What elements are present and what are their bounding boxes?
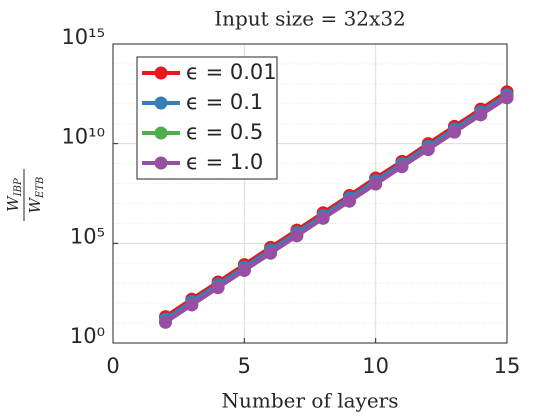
marker <box>316 211 330 225</box>
y-label-num: WIBP <box>4 178 24 212</box>
y-label-part: W <box>26 196 44 213</box>
chart-title: Input size = 32x32 <box>214 7 406 31</box>
x-tick-label: 0 <box>106 354 119 378</box>
marker <box>500 91 514 105</box>
legend-marker <box>154 66 168 80</box>
marker <box>185 298 199 312</box>
x-tick-label: 15 <box>494 354 521 378</box>
marker <box>159 315 173 329</box>
y-label-part: W <box>4 195 22 212</box>
legend-label: ϵ = 0.01 <box>186 60 277 84</box>
axes-box <box>112 43 508 344</box>
marker <box>211 281 225 295</box>
y-axis-label: WIBP WETB <box>4 169 46 221</box>
marker <box>395 160 409 174</box>
y-label-part: ETB <box>35 177 46 199</box>
marker <box>421 142 435 156</box>
y-label-part: IBP <box>13 178 24 197</box>
marker <box>447 125 461 139</box>
x-axis-label: Number of layers <box>222 389 399 413</box>
y-tick-label: 10¹⁰ <box>61 125 105 149</box>
marker <box>342 194 356 208</box>
legend-marker <box>154 156 168 170</box>
legend-label: ϵ = 0.1 <box>186 90 263 114</box>
legend-marker <box>154 96 168 110</box>
x-tick-label: 10 <box>362 354 389 378</box>
legend-marker <box>154 126 168 140</box>
marker <box>237 263 251 277</box>
marker <box>474 108 488 122</box>
legend-label: ϵ = 0.5 <box>186 120 263 144</box>
marker <box>369 177 383 191</box>
x-tick-label: 5 <box>238 354 251 378</box>
y-tick-label: 10⁰ <box>70 324 105 348</box>
marker <box>264 246 278 260</box>
y-tick-label: 10⁵ <box>70 224 105 248</box>
marker <box>290 229 304 243</box>
y-tick-label: 10¹⁵ <box>61 25 105 49</box>
legend-label: ϵ = 1.0 <box>186 150 263 174</box>
y-label-den: WETB <box>26 177 46 214</box>
